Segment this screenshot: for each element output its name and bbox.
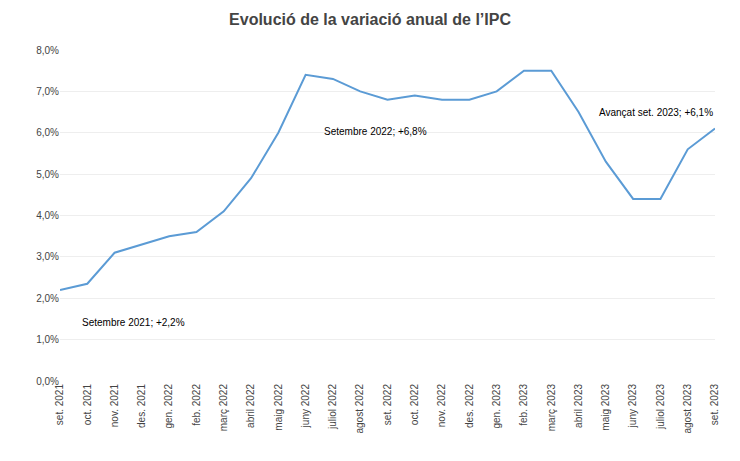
svg-text:gen. 2022: gen. 2022 bbox=[163, 384, 174, 429]
svg-text:Evolució de la variació anual: Evolució de la variació anual de l’IPC bbox=[229, 11, 511, 28]
svg-text:set. 2022: set. 2022 bbox=[382, 384, 393, 426]
svg-text:1,0%: 1,0% bbox=[36, 334, 59, 345]
svg-text:juliol 2022: juliol 2022 bbox=[327, 384, 338, 430]
svg-text:3,0%: 3,0% bbox=[36, 251, 59, 262]
svg-text:des. 2022: des. 2022 bbox=[464, 384, 475, 428]
svg-text:2,0%: 2,0% bbox=[36, 293, 59, 304]
svg-text:Avançat set. 2023; +6,1%: Avançat set. 2023; +6,1% bbox=[599, 107, 713, 118]
svg-text:juny 2023: juny 2023 bbox=[627, 384, 638, 429]
svg-text:gen. 2023: gen. 2023 bbox=[491, 384, 502, 429]
svg-text:abril 2023: abril 2023 bbox=[573, 384, 584, 428]
svg-text:nov. 2021: nov. 2021 bbox=[109, 384, 120, 428]
svg-text:oct. 2021: oct. 2021 bbox=[82, 384, 93, 426]
svg-text:oct. 2022: oct. 2022 bbox=[409, 384, 420, 426]
svg-text:des. 2021: des. 2021 bbox=[136, 384, 147, 428]
svg-text:7,0%: 7,0% bbox=[36, 86, 59, 97]
svg-text:0,0%: 0,0% bbox=[36, 376, 59, 387]
svg-text:març 2022: març 2022 bbox=[218, 384, 229, 432]
svg-text:abril 2022: abril 2022 bbox=[245, 384, 256, 428]
svg-text:juny 2022: juny 2022 bbox=[300, 384, 311, 429]
svg-text:5,0%: 5,0% bbox=[36, 169, 59, 180]
svg-text:Setembre 2021; +2,2%: Setembre 2021; +2,2% bbox=[82, 317, 185, 328]
svg-text:6,0%: 6,0% bbox=[36, 127, 59, 138]
svg-text:set. 2023: set. 2023 bbox=[709, 384, 720, 426]
svg-text:agost 2023: agost 2023 bbox=[682, 384, 693, 434]
svg-text:maig 2023: maig 2023 bbox=[600, 384, 611, 431]
svg-text:maig 2022: maig 2022 bbox=[273, 384, 284, 431]
svg-text:agost 2022: agost 2022 bbox=[354, 384, 365, 434]
svg-text:Setembre 2022; +6,8%: Setembre 2022; +6,8% bbox=[324, 126, 427, 137]
svg-text:4,0%: 4,0% bbox=[36, 210, 59, 221]
svg-text:set. 2021: set. 2021 bbox=[54, 384, 65, 426]
svg-text:juliol 2023: juliol 2023 bbox=[655, 384, 666, 430]
svg-text:8,0%: 8,0% bbox=[36, 45, 59, 56]
svg-text:nov. 2022: nov. 2022 bbox=[436, 384, 447, 428]
svg-text:març 2023: març 2023 bbox=[546, 384, 557, 432]
svg-text:feb. 2022: feb. 2022 bbox=[191, 384, 202, 426]
svg-text:feb. 2023: feb. 2023 bbox=[518, 384, 529, 426]
